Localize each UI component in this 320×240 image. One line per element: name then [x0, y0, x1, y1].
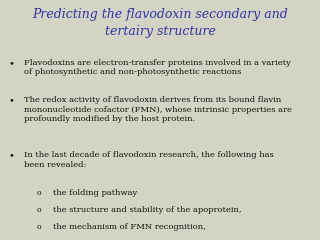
- Text: the folding pathway: the folding pathway: [53, 189, 137, 197]
- Text: the structure and stability of the apoprotein,: the structure and stability of the apopr…: [53, 206, 241, 214]
- Text: o: o: [37, 189, 41, 197]
- Text: In the last decade of flavodoxin research, the following has
been revealed:: In the last decade of flavodoxin researc…: [24, 151, 274, 169]
- Text: o: o: [37, 206, 41, 214]
- Text: Flavodoxins are electron-transfer proteins involved in a variety
of photosynthet: Flavodoxins are electron-transfer protei…: [24, 59, 291, 76]
- Text: •: •: [8, 151, 14, 160]
- Text: The redox activity of flavodoxin derives from its bound flavin
mononucleotide co: The redox activity of flavodoxin derives…: [24, 96, 292, 123]
- Text: the mechanism of FMN recognition,: the mechanism of FMN recognition,: [53, 223, 205, 231]
- Text: o: o: [37, 223, 41, 231]
- Text: Predicting the flavodoxin secondary and
tertairy structure: Predicting the flavodoxin secondary and …: [32, 8, 288, 38]
- Text: •: •: [8, 59, 14, 68]
- Text: •: •: [8, 96, 14, 105]
